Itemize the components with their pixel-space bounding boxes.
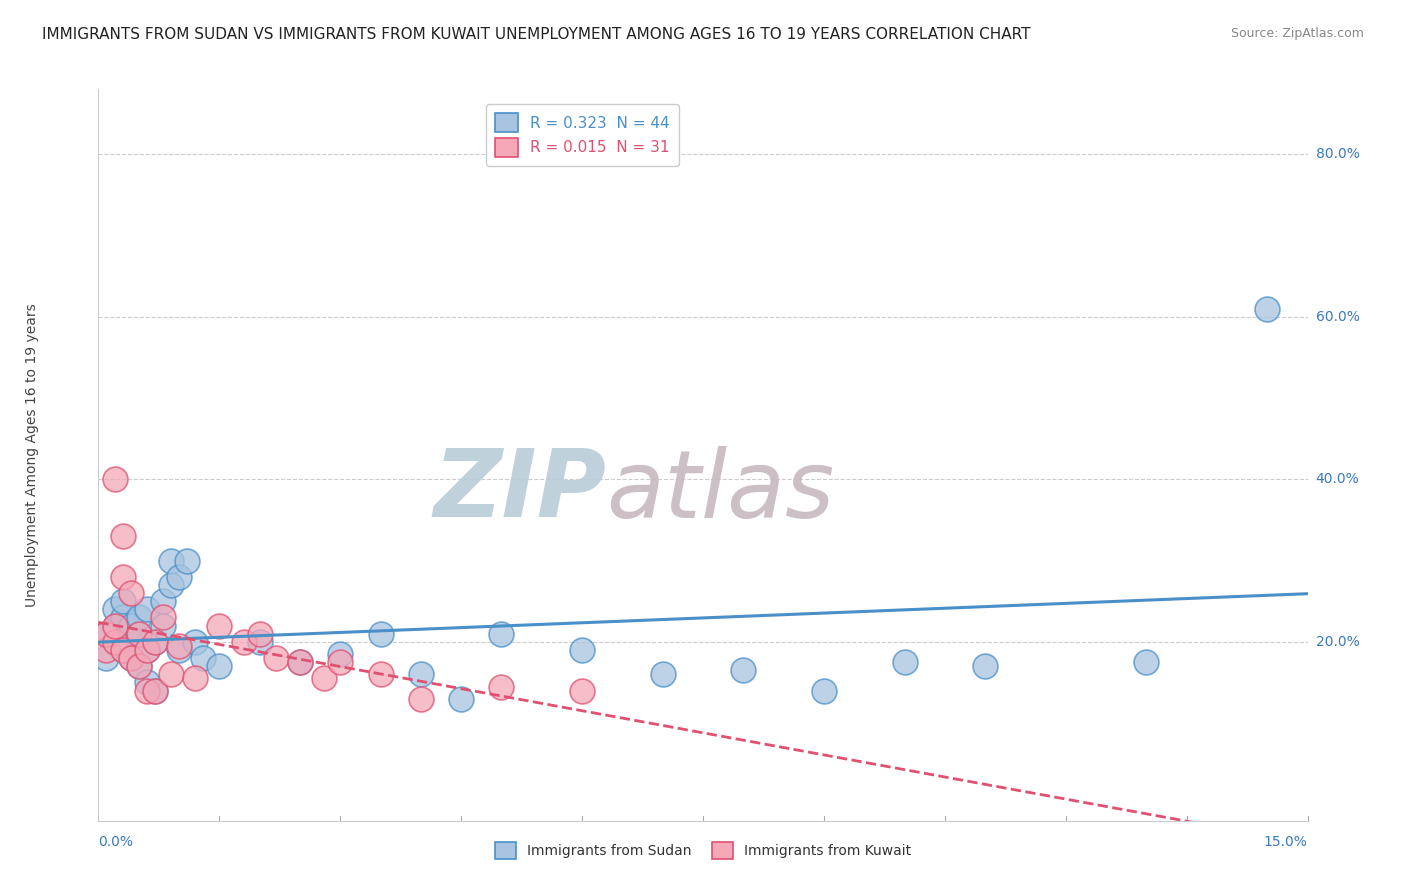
Point <box>193 651 215 665</box>
Point <box>184 672 207 686</box>
Point <box>152 610 174 624</box>
Text: IMMIGRANTS FROM SUDAN VS IMMIGRANTS FROM KUWAIT UNEMPLOYMENT AMONG AGES 16 TO 19: IMMIGRANTS FROM SUDAN VS IMMIGRANTS FROM… <box>42 27 1031 42</box>
Point <box>288 655 311 669</box>
Point <box>128 626 150 640</box>
Point <box>167 639 190 653</box>
Point <box>111 610 134 624</box>
Point <box>135 602 157 616</box>
Point <box>491 626 513 640</box>
Point <box>135 683 157 698</box>
Point <box>120 651 142 665</box>
Point <box>249 635 271 649</box>
Point <box>152 618 174 632</box>
Point <box>103 618 125 632</box>
Point <box>160 578 183 592</box>
Point <box>152 594 174 608</box>
Text: 80.0%: 80.0% <box>1316 147 1360 161</box>
Text: 60.0%: 60.0% <box>1316 310 1360 324</box>
Point <box>974 659 997 673</box>
Point <box>370 667 392 681</box>
Point <box>128 659 150 673</box>
Point <box>120 635 142 649</box>
Point <box>167 643 190 657</box>
Text: Source: ZipAtlas.com: Source: ZipAtlas.com <box>1230 27 1364 40</box>
Point <box>103 602 125 616</box>
Point <box>120 651 142 665</box>
Point <box>143 635 166 649</box>
Point <box>143 683 166 698</box>
Point <box>370 626 392 640</box>
Point <box>111 643 134 657</box>
Text: ZIP: ZIP <box>433 445 606 538</box>
Point <box>288 655 311 669</box>
Text: 0.0%: 0.0% <box>98 835 134 849</box>
Point <box>143 683 166 698</box>
Point <box>232 635 254 649</box>
Text: 15.0%: 15.0% <box>1264 835 1308 849</box>
Legend: Immigrants from Sudan, Immigrants from Kuwait: Immigrants from Sudan, Immigrants from K… <box>489 837 917 865</box>
Point <box>571 683 593 698</box>
Point <box>143 635 166 649</box>
Point <box>571 643 593 657</box>
Point <box>103 635 125 649</box>
Point <box>111 529 134 543</box>
Point <box>135 675 157 690</box>
Point <box>733 663 755 677</box>
Point <box>160 667 183 681</box>
Point <box>208 659 231 673</box>
Point <box>409 667 432 681</box>
Point <box>103 635 125 649</box>
Point <box>103 472 125 486</box>
Point <box>249 626 271 640</box>
Point <box>264 651 287 665</box>
Text: 40.0%: 40.0% <box>1316 472 1360 486</box>
Point <box>120 618 142 632</box>
Point <box>176 553 198 567</box>
Point <box>329 647 352 661</box>
Point <box>450 691 472 706</box>
Point <box>1256 301 1278 316</box>
Point <box>96 643 118 657</box>
Point <box>128 659 150 673</box>
Point <box>160 553 183 567</box>
Point <box>111 570 134 584</box>
Point <box>491 680 513 694</box>
Point <box>103 618 125 632</box>
Point <box>167 570 190 584</box>
Point <box>120 586 142 600</box>
Point <box>208 618 231 632</box>
Point <box>96 626 118 640</box>
Point <box>128 610 150 624</box>
Point <box>651 667 673 681</box>
Point <box>314 672 336 686</box>
Point <box>96 651 118 665</box>
Text: Unemployment Among Ages 16 to 19 years: Unemployment Among Ages 16 to 19 years <box>25 303 39 607</box>
Point <box>96 626 118 640</box>
Point <box>111 643 134 657</box>
Text: atlas: atlas <box>606 446 835 537</box>
Point <box>184 635 207 649</box>
Point <box>409 691 432 706</box>
Point <box>813 683 835 698</box>
Point <box>128 626 150 640</box>
Point <box>1135 655 1157 669</box>
Point <box>893 655 915 669</box>
Point <box>135 643 157 657</box>
Point <box>135 643 157 657</box>
Point <box>329 655 352 669</box>
Text: 20.0%: 20.0% <box>1316 635 1360 648</box>
Point <box>111 594 134 608</box>
